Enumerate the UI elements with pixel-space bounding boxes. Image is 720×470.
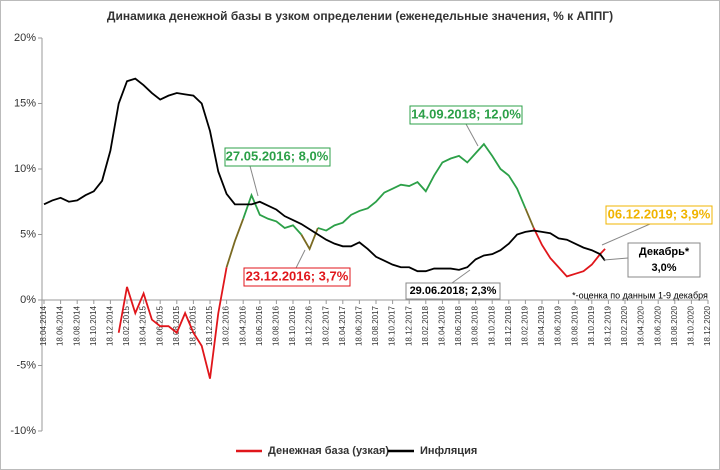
annotation: 14.09.2018; 12,0% bbox=[411, 106, 521, 121]
x-tick-label: 18.08.2018 bbox=[471, 305, 480, 346]
annotation: 23.12.2016; 3,7% bbox=[246, 268, 349, 283]
x-tick-label: 18.10.2016 bbox=[288, 305, 297, 346]
series-line bbox=[524, 207, 535, 229]
x-tick-label: 18.12.2016 bbox=[305, 305, 314, 346]
leader-line bbox=[601, 223, 651, 246]
x-tick-label: 18.10.2020 bbox=[687, 305, 696, 346]
annotation-box bbox=[224, 147, 331, 167]
annotation-box bbox=[605, 205, 713, 225]
annotation: 29.06.2018; 2,3% bbox=[410, 285, 497, 297]
annotation: *-оценка по данным 1-9 декабря bbox=[572, 290, 708, 300]
x-tick-label: 18.10.2015 bbox=[189, 305, 198, 346]
annotation-box bbox=[409, 105, 523, 125]
x-tick-label: 18.04.2016 bbox=[238, 305, 247, 346]
series-line bbox=[242, 192, 302, 236]
x-tick-label: 18.06.2014 bbox=[56, 305, 65, 346]
x-tick-label: 18.04.2020 bbox=[637, 305, 646, 346]
series-line bbox=[117, 267, 228, 379]
x-tick-label: 18.10.2017 bbox=[388, 305, 397, 346]
x-tick-label: 18.12.2018 bbox=[504, 305, 513, 346]
y-tick-label: -5% bbox=[16, 359, 36, 371]
series-line bbox=[300, 227, 319, 251]
annotation: Декабрь* bbox=[639, 246, 690, 258]
leader-line bbox=[451, 269, 471, 284]
legend-label: Инфляция bbox=[420, 445, 477, 457]
annotation-box bbox=[243, 267, 351, 287]
x-tick-label: 18.04.2019 bbox=[537, 305, 546, 346]
x-tick-label: 18.06.2016 bbox=[255, 305, 264, 346]
x-tick-label: 18.12.2020 bbox=[703, 305, 712, 346]
x-tick-label: 18.06.2018 bbox=[454, 305, 463, 346]
x-tick-label: 18.12.2014 bbox=[106, 305, 115, 346]
y-tick-label: 15% bbox=[14, 97, 36, 109]
y-tick-label: 5% bbox=[20, 228, 36, 240]
x-tick-label: 18.08.2017 bbox=[371, 305, 380, 346]
x-tick-label: 18.10.2018 bbox=[487, 305, 496, 346]
legend-label: Денежная база (узкая) bbox=[268, 445, 389, 457]
leader-line bbox=[603, 257, 629, 261]
x-tick-label: 18.06.2020 bbox=[653, 305, 662, 346]
series-line bbox=[225, 218, 245, 268]
y-tick-label: 20% bbox=[14, 32, 36, 44]
leader-line bbox=[465, 123, 479, 147]
x-tick-label: 18.08.2015 bbox=[172, 305, 181, 346]
leader-line bbox=[249, 165, 259, 197]
x-tick-label: 18.06.2019 bbox=[554, 305, 563, 346]
x-tick-label: 18.10.2014 bbox=[89, 305, 98, 346]
series-line bbox=[317, 142, 527, 232]
annotation: 06.12.2019; 3,9% bbox=[608, 206, 711, 221]
annotation-box bbox=[627, 242, 701, 278]
x-tick-label: 18.02.2015 bbox=[122, 305, 131, 346]
series-line bbox=[532, 227, 606, 278]
x-tick-label: 18.12.2015 bbox=[205, 305, 214, 346]
x-tick-label: 18.08.2019 bbox=[570, 305, 579, 346]
leader-line bbox=[295, 249, 306, 269]
x-tick-label: 18.04.2015 bbox=[139, 305, 148, 346]
x-tick-label: 18.08.2020 bbox=[670, 305, 679, 346]
x-tick-label: 18.08.2016 bbox=[272, 305, 281, 346]
chart-title: Динамика денежной базы в узком определен… bbox=[107, 9, 613, 23]
x-tick-label: 18.02.2020 bbox=[620, 305, 629, 346]
x-tick-label: 18.04.2014 bbox=[39, 305, 48, 346]
series-line bbox=[43, 77, 606, 273]
x-tick-label: 18.06.2017 bbox=[355, 305, 364, 346]
y-tick-label: -10% bbox=[10, 425, 36, 437]
y-tick-label: 10% bbox=[14, 163, 36, 175]
x-tick-label: 18.08.2014 bbox=[72, 305, 81, 346]
x-tick-label: 18.10.2019 bbox=[587, 305, 596, 346]
annotation: 27.05.2016; 8,0% bbox=[226, 148, 329, 163]
x-tick-label: 18.04.2017 bbox=[338, 305, 347, 346]
annotation: 3,0% bbox=[651, 262, 676, 274]
x-tick-label: 18.02.2018 bbox=[421, 305, 430, 346]
y-tick-label: 0% bbox=[20, 294, 36, 306]
x-tick-label: 18.02.2017 bbox=[321, 305, 330, 346]
x-tick-label: 18.04.2018 bbox=[438, 305, 447, 346]
x-tick-label: 18.12.2019 bbox=[604, 305, 613, 346]
x-tick-label: 18.02.2016 bbox=[222, 305, 231, 346]
x-tick-label: 18.12.2017 bbox=[404, 305, 413, 346]
annotation-box bbox=[405, 282, 501, 300]
x-tick-label: 18.02.2019 bbox=[521, 305, 530, 346]
